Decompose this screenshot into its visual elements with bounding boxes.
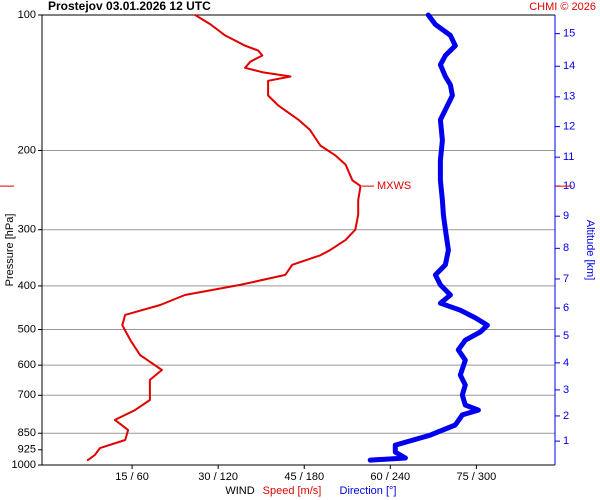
x-tick-label: 60 / 240	[370, 471, 410, 483]
y-tick-label: 925	[18, 444, 36, 456]
x-tick-label: 45 / 180	[284, 471, 324, 483]
y2-tick-label: 5	[563, 330, 569, 342]
y2-tick-label: 1	[563, 435, 569, 447]
y-tick-label: 200	[18, 144, 36, 156]
y2-tick-label: 3	[563, 384, 569, 396]
y-tick-label: 850	[18, 427, 36, 439]
x-tick-label: 30 / 120	[198, 471, 238, 483]
y2-axis-label: Altitude [km]	[584, 220, 596, 281]
y2-tick-label: 6	[563, 302, 569, 314]
wind-profile	[367, 12, 490, 463]
y2-tick-label: 8	[563, 242, 569, 254]
y2-tick-label: 7	[563, 273, 569, 285]
annotation-text: MXWS	[377, 180, 411, 192]
y-tick-label: 700	[18, 389, 36, 401]
y-tick-label: 600	[18, 359, 36, 371]
y2-tick-label: 15	[563, 28, 575, 40]
x-tick-label: 75 / 300	[457, 471, 497, 483]
x-tick-label: 15 / 60	[115, 471, 149, 483]
y-tick-label: 500	[18, 323, 36, 335]
y2-tick-label: 9	[563, 210, 569, 222]
y-tick-label: 1000	[12, 459, 36, 471]
chart-title: Prostejov 03.01.2026 12 UTC	[48, 0, 211, 13]
legend-label: Speed [m/s]	[263, 485, 322, 497]
wind-profile	[86, 14, 362, 462]
legend-label: Direction [°]	[340, 485, 397, 497]
y2-tick-label: 12	[563, 120, 575, 132]
credit: CHMI © 2026	[529, 1, 596, 13]
y2-tick-label: 13	[563, 91, 575, 103]
y-tick-label: 300	[18, 224, 36, 236]
x-axis-label: WIND	[225, 485, 254, 497]
y2-tick-label: 14	[563, 60, 575, 72]
y2-tick-label: 11	[563, 151, 574, 163]
y-tick-label: 100	[18, 9, 36, 21]
y-tick-label: 400	[18, 280, 36, 292]
y-axis-label: Pressure [hPa]	[4, 214, 16, 287]
y2-tick-label: 2	[563, 410, 569, 422]
y2-tick-label: 4	[563, 357, 569, 369]
